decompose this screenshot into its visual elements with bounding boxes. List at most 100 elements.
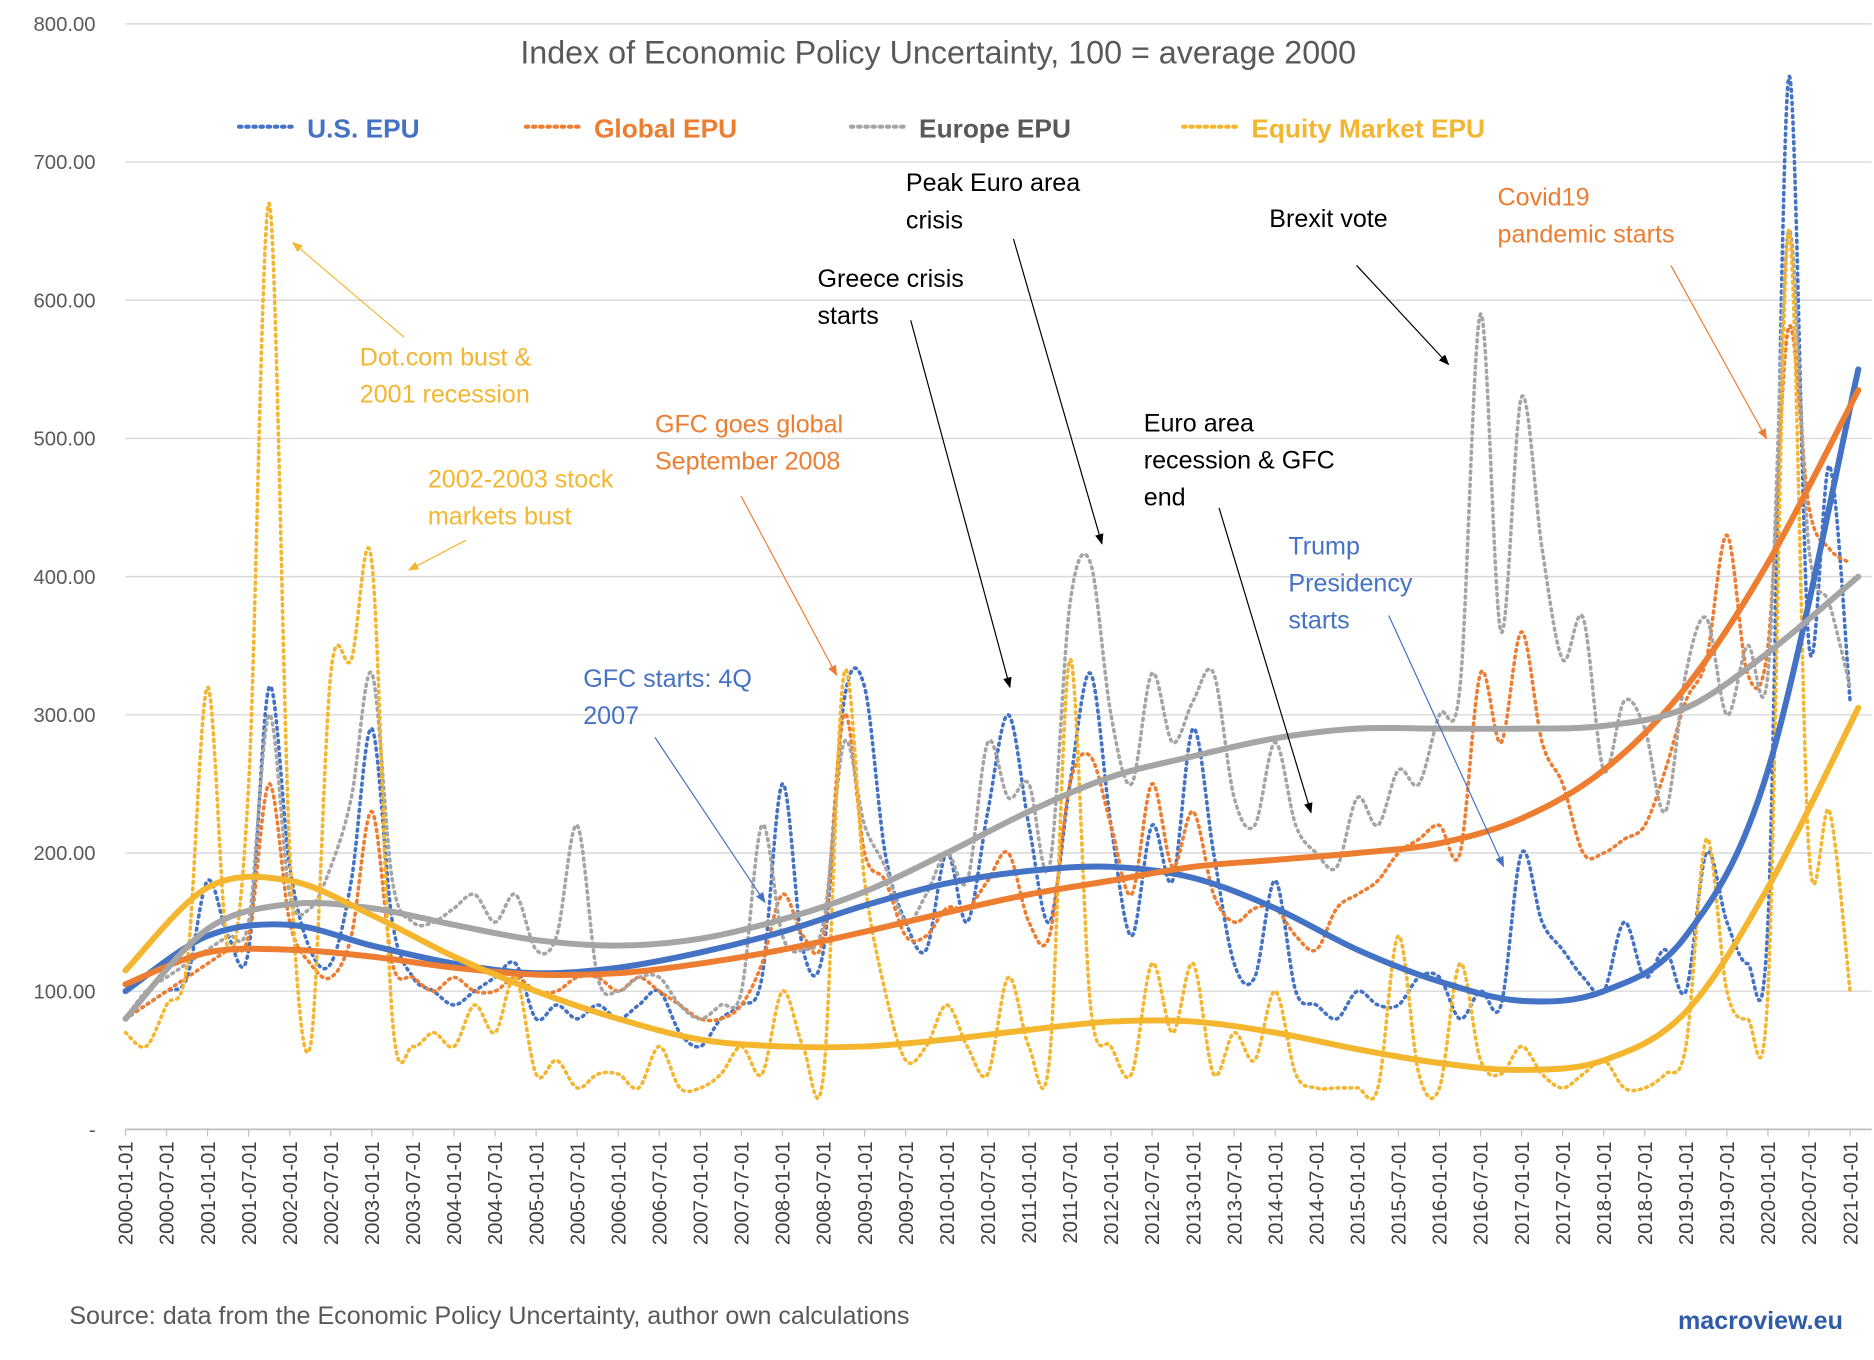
annotation-text: starts xyxy=(1288,607,1349,635)
legend-label: Europe EPU xyxy=(919,113,1071,143)
x-tick-label: 2010-07-01 xyxy=(978,1141,1000,1245)
annotations: Dot.com bust & 2001 recession 2002-2003 st… xyxy=(291,169,1767,904)
annotation-text: Presidency xyxy=(1288,570,1413,598)
x-tick-label: 2020-07-01 xyxy=(1799,1141,1821,1245)
annotation-text: Covid19 xyxy=(1498,184,1590,212)
annotation-text: starts xyxy=(817,302,878,330)
legend-label: Global EPU xyxy=(594,113,737,143)
x-tick-label: 2014-07-01 xyxy=(1306,1141,1328,1245)
x-tick-label: 2017-07-01 xyxy=(1553,1141,1575,1245)
x-tick-label: 2008-07-01 xyxy=(814,1141,836,1245)
annotation-text: crisis xyxy=(906,206,963,234)
annotation-arrow xyxy=(1388,615,1505,868)
annotation-text: Peak Euro area xyxy=(906,169,1080,197)
y-tick-label: 600.00 xyxy=(34,290,96,312)
x-tick-label: 2004-07-01 xyxy=(485,1141,507,1245)
annotation-arrow xyxy=(407,539,467,571)
series-global-epu xyxy=(123,323,1852,1023)
annotation-arrow xyxy=(291,241,405,338)
x-tick-label: 2015-07-01 xyxy=(1389,1141,1411,1245)
annotation-text: 2007 xyxy=(583,702,639,730)
annotation-text: GFC starts: 4Q xyxy=(583,665,752,693)
x-tick-label: 2018-01-01 xyxy=(1594,1141,1616,1245)
source-note: Source: data from the Economic Policy Un… xyxy=(69,1302,909,1330)
x-tick-label: 2001-01-01 xyxy=(198,1141,220,1245)
y-tick-label: 300.00 xyxy=(34,705,96,727)
x-tick-label: 2005-07-01 xyxy=(567,1141,589,1245)
annotation-text: Greece crisis xyxy=(817,265,963,293)
trendline-equity-market-epu xyxy=(122,704,1862,1073)
x-tick-label: 2020-01-01 xyxy=(1758,1141,1780,1245)
annotation-text: 2002-2003 stock xyxy=(428,466,614,494)
x-tick-label: 2007-07-01 xyxy=(732,1141,754,1245)
y-tick-label: 400.00 xyxy=(34,567,96,589)
x-axis: 2000-01-01 2000-07-01 2001-01-01 2001-07-01… xyxy=(116,1128,1872,1245)
annotation-arrow xyxy=(654,737,766,904)
x-tick-label: 2013-01-01 xyxy=(1183,1141,1205,1245)
x-tick-label: 2007-01-01 xyxy=(691,1141,713,1245)
annotation-arrow xyxy=(1356,264,1450,366)
gridlines xyxy=(125,23,1872,1131)
annotation-text: Euro area xyxy=(1144,409,1254,437)
annotation-text: Trump xyxy=(1288,533,1360,561)
trendline-global-epu xyxy=(122,387,1862,988)
x-tick-label: 2011-07-01 xyxy=(1060,1141,1082,1243)
x-tick-label: 2013-07-01 xyxy=(1224,1141,1246,1245)
trendline-europe-epu xyxy=(122,573,1862,1022)
legend: U.S. EPU Global EPU Europe EPU Equity Marke… xyxy=(236,113,1485,143)
annotation-arrow xyxy=(910,320,1012,689)
y-axis: - 100.00 200.00 300.00 400.00 500.00 600.00 700… xyxy=(34,14,96,1141)
x-tick-label: 2006-01-01 xyxy=(608,1141,630,1245)
x-tick-label: 2002-01-01 xyxy=(280,1141,302,1245)
x-tick-label: 2014-01-01 xyxy=(1265,1141,1287,1245)
x-tick-label: 2016-07-01 xyxy=(1471,1141,1493,1245)
x-tick-label: 2010-01-01 xyxy=(937,1141,959,1245)
brand-label: macroview.eu xyxy=(1678,1307,1843,1335)
x-tick-label: 2016-01-01 xyxy=(1430,1141,1452,1245)
annotation-arrow xyxy=(1218,507,1313,814)
x-tick-label: 2003-01-01 xyxy=(362,1141,384,1245)
x-tick-label: 2021-01-01 xyxy=(1840,1141,1862,1245)
y-tick-label: 100.00 xyxy=(34,981,96,1003)
x-tick-label: 2017-01-01 xyxy=(1512,1141,1534,1245)
x-tick-label: 2009-01-01 xyxy=(855,1141,877,1245)
x-tick-label: 2000-07-01 xyxy=(157,1141,179,1245)
chart-title: Index of Economic Policy Uncertainty, 10… xyxy=(520,34,1356,70)
x-tick-label: 2002-07-01 xyxy=(321,1141,343,1245)
x-tick-label: 2018-07-01 xyxy=(1635,1141,1657,1245)
annotation-text: 2001 recession xyxy=(360,381,530,409)
legend-label: U.S. EPU xyxy=(307,113,419,143)
annotation-arrow xyxy=(1012,238,1104,545)
x-tick-label: 2005-01-01 xyxy=(526,1141,548,1245)
annotation-text: Dot.com bust & xyxy=(360,344,532,372)
series-equity-market-epu xyxy=(123,201,1852,1101)
trendline-u-s-epu xyxy=(122,366,1862,1005)
annotation-text: end xyxy=(1144,484,1186,512)
y-tick-label: 800.00 xyxy=(34,14,96,36)
y-tick-label: 700.00 xyxy=(34,152,96,174)
annotation-text: pandemic starts xyxy=(1498,221,1675,249)
x-tick-label: 2003-07-01 xyxy=(403,1141,425,1245)
x-tick-label: 2006-07-01 xyxy=(649,1141,671,1245)
x-tick-label: 2009-07-01 xyxy=(896,1141,918,1245)
x-tick-label: 2019-07-01 xyxy=(1717,1141,1739,1245)
x-tick-label: 2001-07-01 xyxy=(239,1141,261,1245)
y-tick-label: 200.00 xyxy=(34,843,96,865)
annotation-text: September 2008 xyxy=(655,448,840,476)
annotation-text: markets bust xyxy=(428,503,572,531)
annotation-text: Brexit vote xyxy=(1269,205,1387,233)
x-tick-label: 2012-07-01 xyxy=(1142,1141,1164,1245)
x-tick-label: 2011-01-01 xyxy=(1019,1141,1041,1243)
x-tick-label: 2004-01-01 xyxy=(444,1141,466,1245)
series-u-s-epu xyxy=(123,74,1852,1049)
y-tick-label: 500.00 xyxy=(34,429,96,451)
annotation-arrow xyxy=(1670,265,1767,440)
legend-label: Equity Market EPU xyxy=(1251,113,1485,143)
x-tick-label: 2019-01-01 xyxy=(1676,1141,1698,1245)
x-tick-label: 2000-01-01 xyxy=(116,1141,138,1245)
annotation-text: recession & GFC xyxy=(1144,446,1335,474)
trendlines xyxy=(122,366,1862,1073)
annotation-arrow xyxy=(740,495,838,677)
x-tick-label: 2008-01-01 xyxy=(773,1141,795,1245)
y-tick-label: - xyxy=(89,1120,96,1142)
